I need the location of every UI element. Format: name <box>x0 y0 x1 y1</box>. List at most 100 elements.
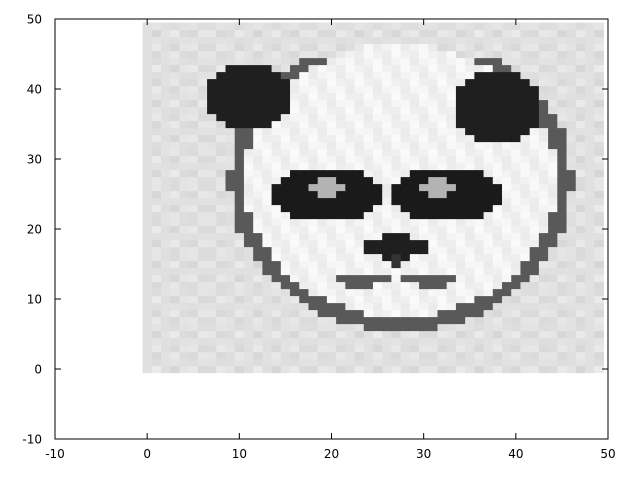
heatmap-cell <box>557 50 568 59</box>
heatmap-cell <box>575 204 586 213</box>
heatmap-cell <box>280 127 291 136</box>
heatmap-cell <box>372 92 383 101</box>
heatmap-cell <box>566 106 577 115</box>
heatmap-cell <box>299 29 310 38</box>
heatmap-cell <box>511 302 522 311</box>
heatmap-cell <box>382 85 393 94</box>
heatmap-cell <box>483 162 494 171</box>
heatmap-cell <box>326 141 337 150</box>
heatmap-cell <box>492 204 503 213</box>
heatmap-cell <box>529 134 540 143</box>
heatmap-cell <box>372 267 383 276</box>
heatmap-cell <box>465 120 475 129</box>
heatmap-cell <box>308 239 319 248</box>
heatmap-cell <box>520 127 531 136</box>
heatmap-cell <box>465 225 475 234</box>
heatmap-cell <box>326 113 337 122</box>
heatmap-cell <box>492 22 503 31</box>
heatmap-cell <box>566 99 577 108</box>
heatmap-cell <box>557 197 568 206</box>
heatmap-cell <box>594 106 604 115</box>
heatmap-cell <box>446 36 457 45</box>
heatmap-cell <box>492 64 503 73</box>
heatmap-cell <box>363 323 374 332</box>
heatmap-cell <box>197 232 208 241</box>
heatmap-cell <box>372 323 383 332</box>
heatmap-cell <box>538 288 549 297</box>
heatmap-cell <box>391 36 402 45</box>
heatmap-cell <box>409 358 420 367</box>
heatmap-cell <box>594 323 604 332</box>
heatmap-cell <box>179 253 190 262</box>
heatmap-cell <box>400 183 411 192</box>
heatmap-cell <box>363 337 374 346</box>
heatmap-cell <box>594 281 604 290</box>
heatmap-cell <box>151 155 162 164</box>
heatmap-cell <box>391 260 402 269</box>
heatmap-cell <box>299 246 310 255</box>
heatmap-cell <box>566 274 577 283</box>
heatmap-cell <box>179 78 190 87</box>
heatmap-cell <box>299 183 310 192</box>
heatmap-cell <box>243 190 254 199</box>
heatmap-cell <box>594 162 604 171</box>
heatmap-cell <box>492 316 503 325</box>
heatmap-cell <box>160 36 171 45</box>
heatmap-cell <box>363 260 374 269</box>
heatmap-cell <box>566 36 577 45</box>
heatmap-cell <box>243 92 254 101</box>
heatmap-cell <box>474 29 485 38</box>
heatmap-cell <box>262 218 273 227</box>
heatmap-cell <box>446 211 457 220</box>
heatmap-cell <box>317 232 328 241</box>
heatmap-cell <box>548 176 558 185</box>
heatmap-cell <box>409 365 420 374</box>
heatmap-cell <box>216 57 227 66</box>
heatmap-cell <box>455 225 466 234</box>
heatmap-cell <box>363 50 374 59</box>
heatmap-cell <box>483 99 494 108</box>
heatmap-cell <box>179 365 190 374</box>
heatmap-cell <box>492 113 503 122</box>
heatmap-cell <box>363 316 374 325</box>
heatmap-cell <box>502 106 512 115</box>
heatmap-cell <box>225 183 236 192</box>
heatmap-cell <box>290 127 300 136</box>
heatmap-cell <box>363 183 374 192</box>
heatmap-cell <box>520 85 531 94</box>
heatmap-cell <box>290 218 300 227</box>
heatmap-cell <box>520 323 531 332</box>
heatmap-cell <box>419 253 429 262</box>
heatmap-cell <box>354 358 365 367</box>
heatmap-cell <box>584 204 595 213</box>
heatmap-cell <box>160 134 171 143</box>
heatmap-cell <box>520 78 531 87</box>
heatmap-cell <box>575 29 586 38</box>
heatmap-cell <box>538 71 549 80</box>
heatmap-cell <box>437 302 448 311</box>
heatmap-cell <box>428 197 439 206</box>
heatmap-cell <box>372 316 383 325</box>
heatmap-cell <box>271 36 282 45</box>
heatmap-cell <box>354 190 365 199</box>
heatmap-cell <box>465 365 475 374</box>
heatmap-cell <box>382 330 393 339</box>
heatmap-cell <box>345 309 356 318</box>
heatmap-cell <box>372 253 383 262</box>
heatmap-cell <box>170 274 181 283</box>
heatmap-cell <box>317 295 328 304</box>
heatmap-cell <box>197 176 208 185</box>
heatmap-cell <box>253 351 263 360</box>
heatmap-cell <box>511 358 522 367</box>
heatmap-cell <box>243 141 254 150</box>
heatmap-cell <box>225 225 236 234</box>
heatmap-cell <box>160 169 171 178</box>
heatmap-cell <box>446 71 457 80</box>
heatmap-cell <box>234 64 245 73</box>
heatmap-cell <box>502 134 512 143</box>
heatmap-cell <box>299 274 310 283</box>
heatmap-cell <box>363 211 374 220</box>
heatmap-cell <box>382 134 393 143</box>
heatmap-cell <box>372 218 383 227</box>
heatmap-cell <box>511 78 522 87</box>
